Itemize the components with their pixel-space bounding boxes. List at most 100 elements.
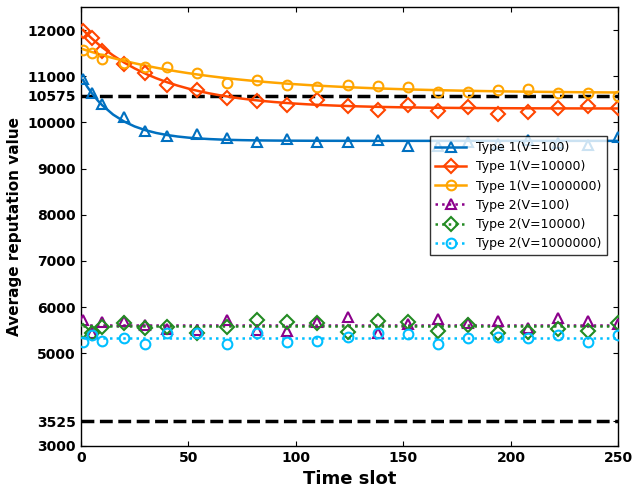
Type 2(V=1000000) [79, 339, 87, 345]
Type 1(V=10000) [404, 102, 412, 108]
Type 2(V=100) [141, 322, 149, 328]
Line: Type 1(V=100): Type 1(V=100) [78, 74, 623, 151]
Type 2(V=100) [79, 317, 87, 323]
Type 2(V=100) [253, 327, 261, 333]
Type 1(V=10000) [193, 87, 201, 93]
Type 1(V=10000) [554, 105, 562, 111]
Type 1(V=1000000) [88, 50, 95, 56]
Type 2(V=10000) [223, 324, 231, 330]
Type 2(V=10000) [614, 320, 622, 326]
Type 1(V=10000) [120, 61, 128, 67]
Type 2(V=10000) [253, 317, 261, 323]
Type 1(V=10000) [253, 98, 261, 104]
Type 1(V=100) [524, 137, 532, 143]
Type 1(V=1000000) [253, 77, 261, 83]
Type 1(V=1000000) [524, 86, 532, 92]
Type 2(V=10000) [284, 319, 291, 325]
Type 2(V=10000) [344, 329, 351, 335]
Type 1(V=10000) [464, 104, 472, 110]
Type 1(V=1000000) [614, 93, 622, 99]
Type 2(V=1000000) [141, 341, 149, 347]
Type 2(V=100) [464, 320, 472, 326]
Type 2(V=100) [374, 330, 381, 336]
Type 2(V=10000) [374, 318, 381, 324]
Type 2(V=10000) [494, 330, 502, 336]
Type 1(V=1000000) [99, 56, 106, 62]
Type 1(V=100) [163, 133, 171, 139]
Type 1(V=10000) [88, 35, 95, 41]
Type 2(V=10000) [141, 325, 149, 331]
Type 1(V=100) [584, 142, 592, 148]
Type 1(V=10000) [223, 95, 231, 101]
Type 1(V=1000000) [344, 83, 351, 89]
Type 1(V=100) [614, 134, 622, 140]
Type 1(V=1000000) [141, 64, 149, 70]
Type 2(V=1000000) [284, 340, 291, 346]
Type 2(V=1000000) [584, 339, 592, 345]
Type 2(V=1000000) [163, 330, 171, 336]
Type 1(V=1000000) [284, 82, 291, 88]
Type 2(V=100) [99, 319, 106, 325]
Type 1(V=10000) [584, 103, 592, 109]
Type 1(V=1000000) [79, 47, 87, 52]
Type 2(V=100) [584, 318, 592, 324]
Type 2(V=1000000) [193, 330, 201, 336]
Type 1(V=1000000) [584, 90, 592, 96]
Type 2(V=10000) [524, 329, 532, 335]
Type 2(V=10000) [193, 330, 201, 336]
Type 1(V=100) [88, 91, 95, 97]
Type 2(V=10000) [120, 320, 128, 326]
Type 1(V=100) [79, 76, 87, 82]
Y-axis label: Average reputation value: Average reputation value [7, 117, 22, 336]
Type 2(V=100) [614, 321, 622, 327]
Type 1(V=100) [314, 139, 321, 145]
Legend: Type 1(V=100), Type 1(V=10000), Type 1(V=1000000), Type 2(V=100), Type 2(V=10000: Type 1(V=100), Type 1(V=10000), Type 1(V… [430, 136, 607, 255]
Type 2(V=100) [554, 315, 562, 321]
Type 2(V=100) [314, 319, 321, 325]
Type 2(V=10000) [163, 324, 171, 330]
Type 2(V=100) [434, 316, 442, 322]
Type 1(V=100) [141, 128, 149, 134]
X-axis label: Time slot: Time slot [303, 470, 396, 488]
Type 1(V=10000) [141, 70, 149, 76]
Type 1(V=100) [404, 143, 412, 149]
Type 1(V=1000000) [163, 64, 171, 70]
Type 2(V=1000000) [524, 335, 532, 341]
Type 1(V=1000000) [404, 84, 412, 90]
Type 1(V=1000000) [494, 88, 502, 94]
Type 1(V=10000) [314, 97, 321, 102]
Type 1(V=100) [253, 139, 261, 145]
Type 1(V=10000) [374, 107, 381, 113]
Type 2(V=100) [284, 329, 291, 335]
Type 2(V=1000000) [314, 338, 321, 344]
Type 2(V=1000000) [344, 334, 351, 340]
Type 1(V=100) [494, 141, 502, 147]
Type 2(V=1000000) [494, 335, 502, 341]
Type 2(V=100) [524, 325, 532, 331]
Line: Type 2(V=10000): Type 2(V=10000) [78, 315, 623, 338]
Type 1(V=1000000) [554, 91, 562, 97]
Type 1(V=1000000) [120, 60, 128, 66]
Type 1(V=10000) [434, 108, 442, 114]
Type 1(V=1000000) [223, 80, 231, 86]
Line: Type 2(V=1000000): Type 2(V=1000000) [78, 328, 623, 349]
Type 1(V=10000) [614, 105, 622, 111]
Type 2(V=100) [344, 314, 351, 320]
Type 1(V=10000) [79, 28, 87, 34]
Type 2(V=1000000) [404, 331, 412, 337]
Line: Type 1(V=10000): Type 1(V=10000) [78, 26, 623, 118]
Type 2(V=1000000) [554, 332, 562, 338]
Type 1(V=1000000) [314, 85, 321, 91]
Type 1(V=100) [193, 131, 201, 137]
Type 2(V=1000000) [434, 341, 442, 347]
Type 2(V=1000000) [253, 330, 261, 336]
Type 2(V=1000000) [120, 335, 128, 341]
Type 2(V=1000000) [88, 332, 95, 338]
Type 2(V=10000) [79, 328, 87, 334]
Type 2(V=10000) [434, 328, 442, 334]
Type 1(V=10000) [524, 109, 532, 115]
Type 2(V=100) [404, 321, 412, 327]
Type 1(V=1000000) [374, 83, 381, 89]
Type 1(V=100) [374, 137, 381, 143]
Type 1(V=100) [464, 140, 472, 146]
